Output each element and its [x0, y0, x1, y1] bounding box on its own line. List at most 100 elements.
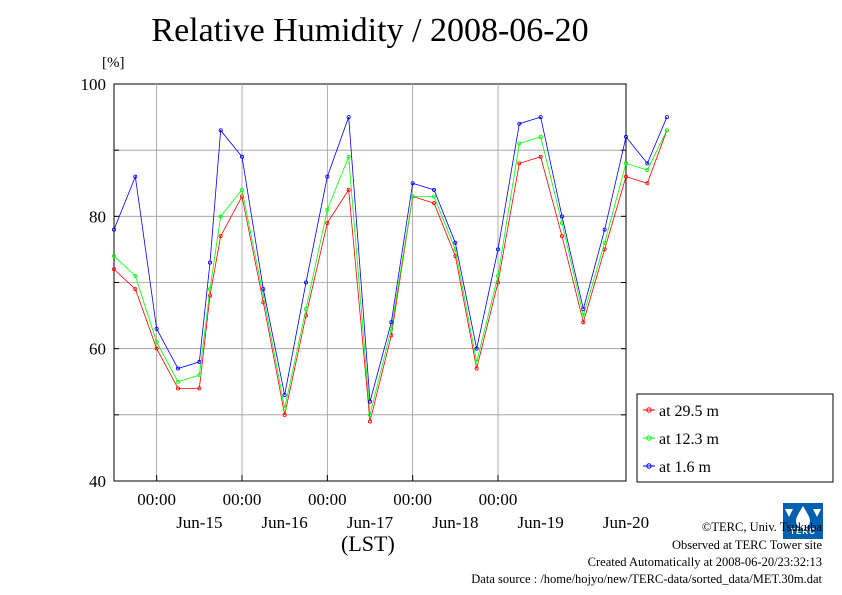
series-3-point — [261, 287, 266, 292]
series-2-point — [197, 373, 202, 378]
series-1-point — [282, 412, 287, 417]
x-tick-time-label: 00:00 — [137, 490, 176, 509]
x-tick-date-label: Jun-17 — [347, 513, 394, 532]
series-1-point — [175, 386, 180, 391]
y-tick-label: 40 — [89, 472, 106, 491]
series-1-point — [431, 201, 436, 206]
series-2-point — [602, 240, 607, 245]
series-1-point — [154, 346, 159, 351]
series-3-point — [410, 181, 415, 186]
series-2-point — [218, 214, 223, 219]
series-3-point — [154, 326, 159, 331]
series-1-point — [560, 234, 565, 239]
series-3-point — [112, 227, 117, 232]
series-3-point — [389, 320, 394, 325]
legend-swatch-marker — [646, 435, 652, 441]
series-3-point — [431, 187, 436, 192]
series-3-point — [602, 227, 607, 232]
series-2-point — [207, 287, 212, 292]
x-tick-date-label: Jun-20 — [603, 513, 649, 532]
x-tick-date-label: Jun-15 — [176, 513, 222, 532]
y-tick-label: 80 — [89, 207, 106, 226]
series-1-point — [517, 161, 522, 166]
series-3-point — [303, 280, 308, 285]
series-1-point — [367, 419, 372, 424]
series-1-point — [645, 181, 650, 186]
series-3-point — [495, 247, 500, 252]
legend — [636, 393, 834, 483]
x-tick-date-label: Jun-19 — [518, 513, 564, 532]
series-2-point — [239, 187, 244, 192]
x-tick-time-label: 00:00 — [308, 490, 347, 509]
series-2-point — [346, 154, 351, 159]
chart-title: Relative Humidity / 2008-06-20 — [151, 12, 589, 49]
x-tick-date-label: Jun-18 — [432, 513, 478, 532]
series-2-point — [175, 379, 180, 384]
series-2-point — [282, 406, 287, 411]
series-2-point — [112, 254, 117, 259]
series-3-point — [517, 121, 522, 126]
series-1-point — [197, 386, 202, 391]
series-2-point — [154, 340, 159, 345]
series-2-point — [431, 194, 436, 199]
series-3-point — [175, 366, 180, 371]
legend-label: at 29.5 m — [659, 403, 720, 420]
series-3-point — [474, 346, 479, 351]
series-3-point — [239, 154, 244, 159]
terc-logo — [783, 503, 823, 539]
series-3-point — [538, 115, 543, 120]
series-3-point — [367, 399, 372, 404]
series-2-point — [410, 194, 415, 199]
footer-source: Data source : /home/hojyo/new/TERC-data/… — [471, 572, 822, 586]
footer-observed: Observed at TERC Tower site — [671, 538, 822, 552]
series-3-point — [664, 115, 669, 120]
series-1-point — [581, 320, 586, 325]
series-1-point — [346, 187, 351, 192]
terc-logo-text: TERC — [790, 527, 816, 536]
series-2-point — [624, 161, 629, 166]
series-3-point — [560, 214, 565, 219]
series-2-point — [645, 168, 650, 173]
series-2-point — [517, 141, 522, 146]
footer-created: Created Automatically at 2008-06-20/23:3… — [587, 555, 822, 569]
series-3-point — [218, 128, 223, 133]
legend-label: at 12.3 m — [659, 431, 720, 448]
series-1-point — [112, 267, 117, 272]
series-3-point — [453, 240, 458, 245]
footer-copyright: ©TERC, Univ. Tsukuba — [701, 520, 822, 534]
series-line-1 — [113, 130, 668, 422]
series-line-3 — [113, 116, 668, 402]
x-tick-time-label: 00:00 — [479, 490, 518, 509]
series-3-point — [282, 392, 287, 397]
series-3-point — [207, 260, 212, 265]
series-1-point — [474, 366, 479, 371]
series-2-point — [367, 412, 372, 417]
series-3-point — [581, 306, 586, 311]
legend-swatch-marker — [646, 463, 652, 469]
series-2-point — [664, 128, 669, 133]
y-axis-unit: [%] — [102, 55, 125, 71]
series-1-point — [133, 287, 138, 292]
series-2-point — [133, 273, 138, 278]
x-tick-time-label: 00:00 — [393, 490, 432, 509]
series-2-point — [581, 313, 586, 318]
series-3-point — [624, 134, 629, 139]
y-tick-label: 100 — [81, 75, 107, 94]
series-3-point — [346, 115, 351, 120]
legend-label: at 1.6 m — [659, 459, 712, 476]
legend-swatch-marker — [646, 407, 652, 413]
y-tick-label: 60 — [89, 340, 106, 359]
series-1-point — [207, 293, 212, 298]
series-line-2 — [113, 130, 668, 415]
series-2-point — [303, 306, 308, 311]
series-1-point — [325, 220, 330, 225]
series-3-point — [197, 359, 202, 364]
series-1-point — [218, 234, 223, 239]
series-2-point — [495, 273, 500, 278]
series-3-point — [325, 174, 330, 179]
series-3-point — [133, 174, 138, 179]
series-2-point — [474, 359, 479, 364]
x-tick-time-label: 00:00 — [223, 490, 262, 509]
